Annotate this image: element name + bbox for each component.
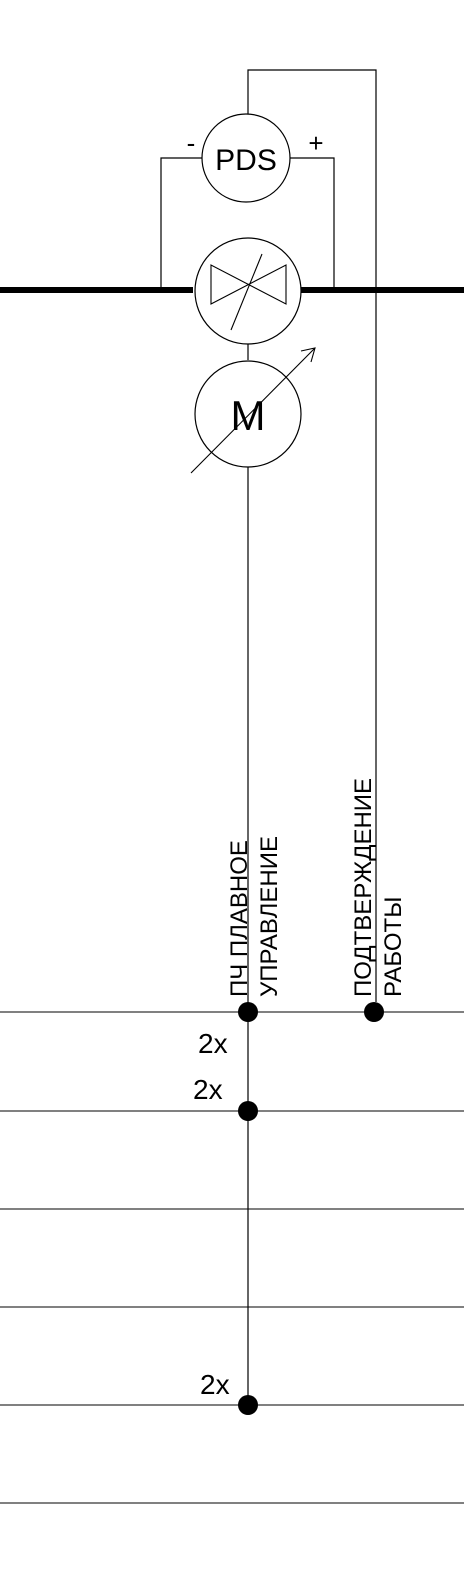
motor-arrow-head xyxy=(300,347,316,363)
pds-plus-label: + xyxy=(308,128,323,158)
run-confirmation-line-1: ПОДТВЕРЖДЕНИЕ xyxy=(350,778,377,997)
multiplier-label-3: 2x xyxy=(200,1369,230,1400)
pds-plus-line xyxy=(289,157,335,290)
vfd-control-line-1: ПЧ ПЛАВНОЕ xyxy=(226,840,253,997)
pds-label: PDS xyxy=(215,144,277,177)
junction-dot-vfd-bus2[interactable] xyxy=(238,1101,258,1121)
junction-dot-vfd-bus1[interactable] xyxy=(238,1002,258,1022)
motor-variable-arrow xyxy=(190,347,316,474)
motor[interactable]: M xyxy=(190,347,316,474)
multiplier-label-2: 2x xyxy=(193,1074,223,1105)
junction-dot-vfd-bus5[interactable] xyxy=(238,1395,258,1415)
junction-dot-confirm-bus1[interactable] xyxy=(364,1002,384,1022)
pds-sensor[interactable]: PDS - + xyxy=(187,113,324,203)
run-confirmation-label: ПОДТВЕРЖДЕНИЕ РАБОТЫ xyxy=(350,778,407,997)
vfd-control-label: ПЧ ПЛАВНОЕ УПРАВЛЕНИЕ xyxy=(226,836,283,997)
vfd-control-line-2: УПРАВЛЕНИЕ xyxy=(256,836,283,997)
pds-signal-line xyxy=(247,69,377,1002)
valve-symbol xyxy=(210,264,287,305)
pds-minus-label: - xyxy=(187,128,196,158)
multiplier-label-1: 2x xyxy=(198,1028,228,1059)
valve-stem xyxy=(230,253,263,331)
pds-minus-line xyxy=(160,157,203,290)
control-valve[interactable] xyxy=(194,237,302,345)
run-confirmation-line-2: РАБОТЫ xyxy=(380,897,407,997)
